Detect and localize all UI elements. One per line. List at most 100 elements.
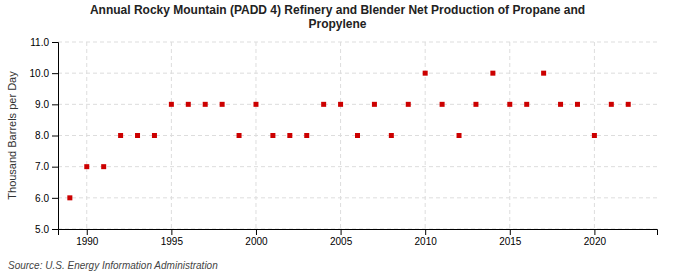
tick-mark	[594, 229, 595, 235]
tick-mark	[510, 229, 511, 235]
tick: 6.0	[35, 193, 58, 204]
point	[507, 102, 512, 107]
tick: 7.0	[35, 161, 58, 172]
tick: 9.0	[35, 99, 58, 110]
point	[575, 102, 580, 107]
point	[423, 71, 428, 76]
y-axis: 5.0 6.0 7.0 8.0 9.0 10.0 11.0	[30, 37, 59, 235]
grid-line	[58, 104, 657, 105]
point	[220, 102, 225, 107]
grid-line	[58, 73, 657, 74]
point	[592, 133, 597, 138]
point	[626, 102, 631, 107]
plot-area: 1990 1995 2000 2005 2010 2015 2020 5.0 6.0 7.0 8.0…	[30, 37, 658, 247]
point	[287, 133, 292, 138]
title-line: Annual Rocky Mountain (PADD 4) Refinery …	[90, 3, 585, 17]
tick-mark	[52, 136, 58, 137]
point	[101, 164, 106, 169]
grid-line	[171, 42, 172, 229]
point	[169, 102, 174, 107]
tick: 1995	[161, 229, 184, 247]
point	[355, 133, 360, 138]
chart: 1990 1995 2000 2005 2010 2015 2020 5.0 6.0 7.0 8.0…	[0, 0, 675, 275]
tick-label: 8.0	[35, 130, 49, 141]
tick: 2000	[245, 229, 268, 247]
tick-label: 2010	[415, 236, 438, 247]
point	[440, 102, 445, 107]
tick-label: 1990	[76, 236, 99, 247]
title: Annual Rocky Mountain (PADD 4) Refinery …	[90, 3, 585, 31]
tick-mark	[341, 229, 342, 235]
grid-line	[425, 42, 426, 229]
tick-mark	[256, 229, 257, 235]
tick: 10.0	[30, 68, 58, 79]
grid-line	[58, 42, 657, 43]
tick-label: 6.0	[35, 193, 49, 204]
point	[304, 133, 309, 138]
tick-mark	[87, 229, 88, 235]
tick-label: 2020	[584, 236, 607, 247]
point	[186, 102, 191, 107]
point	[406, 102, 411, 107]
tick-mark	[52, 42, 58, 43]
point	[457, 133, 462, 138]
tick-label: 5.0	[35, 224, 49, 235]
tick-label: 10.0	[30, 68, 50, 79]
tick-mark	[425, 229, 426, 235]
grid-line	[58, 197, 657, 198]
tick-mark	[52, 167, 58, 168]
point	[237, 133, 242, 138]
grid-line	[340, 42, 341, 229]
tick-label: 1995	[161, 236, 184, 247]
tick: 2020	[584, 229, 607, 247]
grid	[58, 42, 657, 229]
point	[389, 133, 394, 138]
grid-line	[58, 166, 657, 167]
point	[338, 102, 343, 107]
tick-label: 9.0	[35, 99, 49, 110]
tick: 11.0	[30, 37, 58, 48]
tick: 5.0	[35, 224, 58, 235]
grid-line	[255, 42, 256, 229]
y-axis-label: Thousand Barrels per Day	[6, 71, 18, 200]
grid-line	[509, 42, 510, 229]
point	[541, 71, 546, 76]
point	[67, 195, 72, 200]
tick: 2015	[499, 229, 522, 247]
point	[152, 133, 157, 138]
tick-label: 2015	[499, 236, 522, 247]
tick-label: 7.0	[35, 161, 49, 172]
axis-line	[59, 230, 658, 236]
annotation: Source: U.S. Energy Information Administ…	[8, 260, 218, 271]
tick: 8.0	[35, 130, 58, 141]
point	[524, 102, 529, 107]
point	[372, 102, 377, 107]
tick: 2005	[330, 229, 353, 247]
point	[321, 102, 326, 107]
point	[270, 133, 275, 138]
points	[67, 71, 630, 201]
point	[558, 102, 563, 107]
tick-label: 2005	[330, 236, 353, 247]
tick-mark	[52, 104, 58, 105]
point	[203, 102, 208, 107]
point	[118, 133, 123, 138]
tick: 2010	[415, 229, 438, 247]
point	[490, 71, 495, 76]
point	[473, 102, 478, 107]
tick-mark	[52, 229, 58, 230]
tick: 1990	[76, 229, 99, 247]
tick-label: 11.0	[30, 37, 49, 48]
point	[609, 102, 614, 107]
point	[84, 164, 89, 169]
x-axis: 1990 1995 2000 2005 2010 2015 2020	[59, 229, 658, 247]
tick-label: 2000	[245, 236, 268, 247]
grid-line	[86, 42, 87, 229]
tick-mark	[52, 198, 58, 199]
axis-line	[52, 43, 59, 230]
title-line: Propylene	[308, 17, 366, 31]
point	[253, 102, 258, 107]
tick-mark	[52, 73, 58, 74]
tick-mark	[171, 229, 172, 235]
point	[135, 133, 140, 138]
